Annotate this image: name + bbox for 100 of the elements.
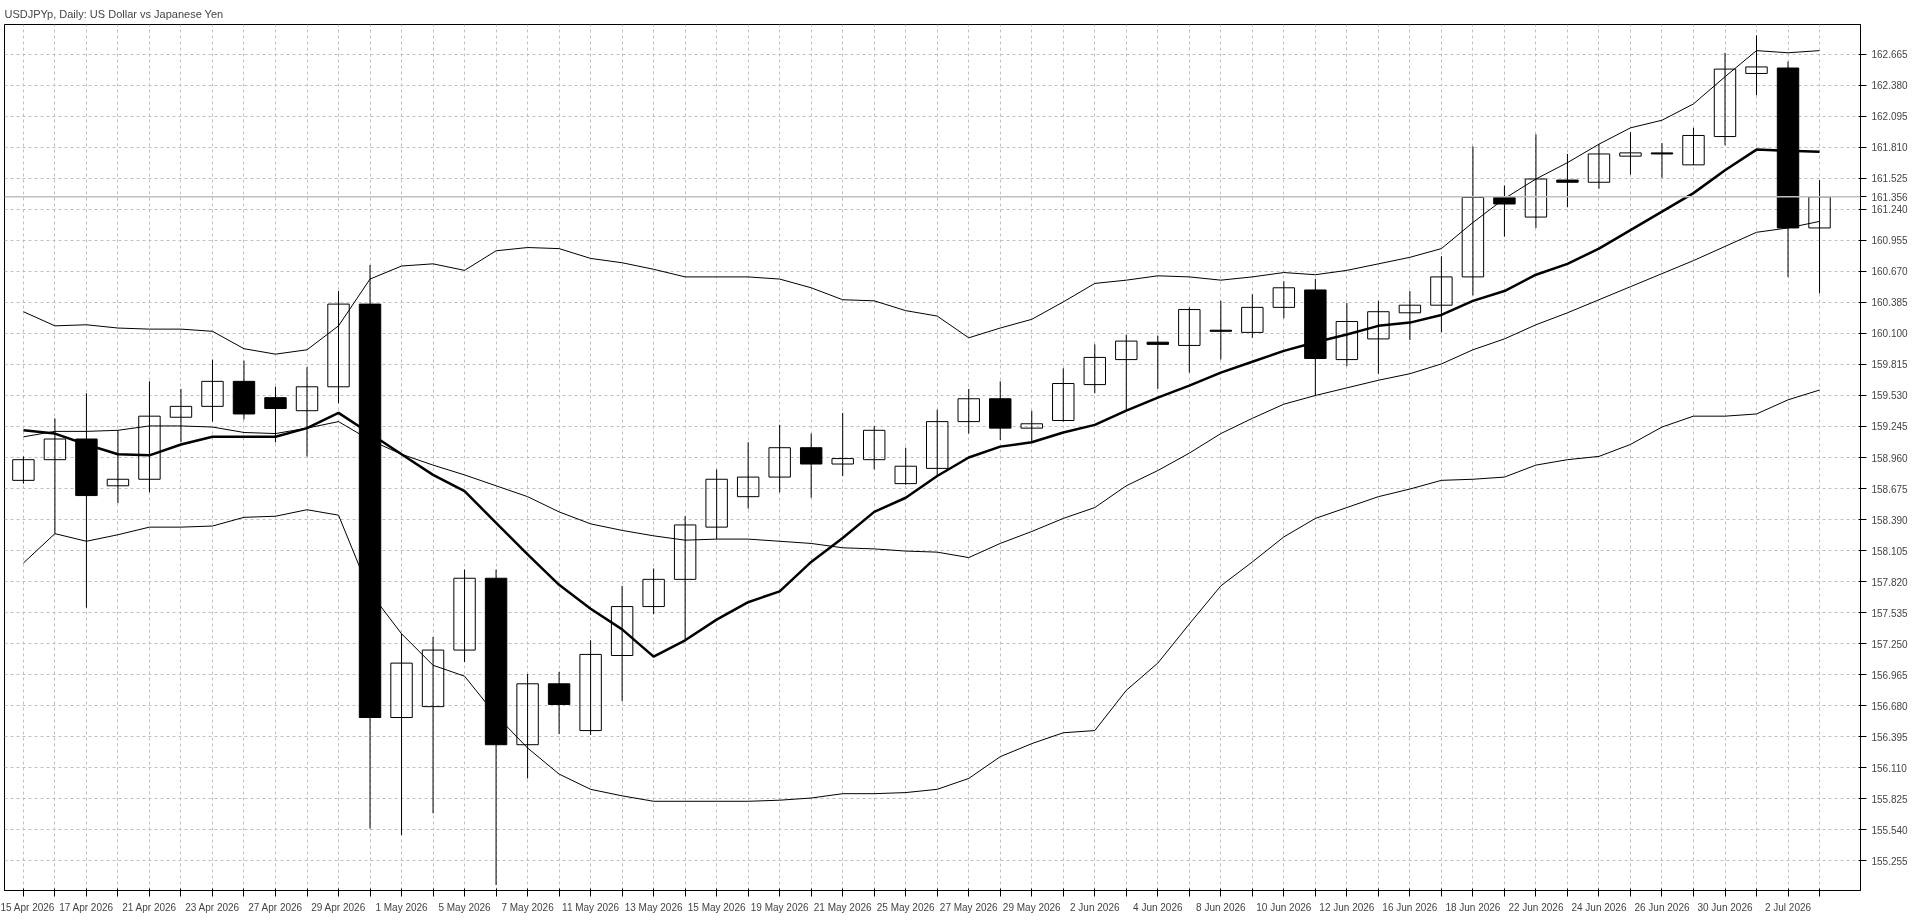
candlestick [1461,145,1485,296]
candlestick [1209,300,1233,361]
x-tick-label: 21 Apr 2026 [122,901,177,913]
candlestick [1619,131,1642,176]
x-tick-label: 12 Jun 2026 [1319,901,1375,913]
y-tick-label: 157.535 [1871,607,1909,619]
x-tick-label: 18 Jun 2026 [1445,901,1501,913]
x-tick-label: 21 May 2026 [813,901,873,913]
candlestick [894,447,917,486]
x-tick-label: 11 May 2026 [562,901,620,913]
y-tick-label: 158.960 [1871,452,1909,464]
y-tick-label: 162.095 [1871,111,1909,123]
x-tick-label: 29 Apr 2026 [311,901,366,913]
candlestick [736,441,760,510]
candlestick [831,412,854,477]
x-tick-label: 17 Apr 2026 [59,901,114,913]
x-tick-label: 8 Jun 2026 [1196,901,1247,913]
y-tick-label: 156.395 [1871,731,1909,743]
x-tick-label: 27 Apr 2026 [248,901,303,913]
x-tick-label: 22 Jun 2026 [1508,901,1564,913]
candlestick [516,673,539,779]
candlestick [957,388,980,435]
candlestick [1241,293,1264,339]
y-tick-label: 158.105 [1871,545,1909,557]
candlestick [106,429,130,504]
chart-title: USDJPYp, Daily: US Dollar vs Japanese Yen [4,7,224,20]
candlestick [43,417,67,535]
candlestick [1178,306,1201,374]
candlestick [799,433,823,499]
x-tick-label: 7 May 2026 [501,901,555,913]
candlestick [264,386,287,443]
y-tick-label: 160.385 [1871,297,1909,309]
y-tick-label: 156.680 [1871,700,1909,712]
x-tick-label: 1 May 2026 [375,901,429,913]
x-tick-label: 19 May 2026 [750,901,810,913]
candlestick [1335,302,1359,367]
candlestick [1556,153,1579,208]
x-tick-label: 23 Apr 2026 [185,901,240,913]
candlestick [705,468,728,540]
y-tick-label: 159.245 [1871,421,1909,433]
y-tick-label: 161.240 [1871,204,1909,216]
candlestick [169,388,193,443]
candlestick [1398,290,1422,341]
x-tick-label: 29 May 2026 [1002,901,1062,913]
x-tick-label: 15 May 2026 [687,901,746,913]
candlestick [201,359,224,423]
candlestick [1367,300,1390,375]
y-tick-label: 160.670 [1871,266,1909,278]
candlestick [1115,334,1138,412]
candlestick [1020,410,1043,443]
candlestick [453,569,476,663]
y-tick-label: 159.530 [1871,390,1909,402]
candlestick [138,380,161,493]
candlestick [1650,142,1674,179]
y-tick-label: 156.965 [1871,669,1909,681]
y-tick-label: 160.955 [1871,235,1909,247]
y-tick-label: 157.820 [1871,576,1909,588]
x-tick-label: 26 Jun 2026 [1634,901,1690,913]
x-tick-label: 25 May 2026 [876,901,936,913]
x-tick-label: 5 May 2026 [438,901,492,913]
x-tick-label: 2 Jun 2026 [1070,901,1120,913]
candlestick [1430,255,1453,333]
candlestick [1146,335,1170,390]
candlestick [547,671,571,735]
candlestick [642,567,665,615]
candlestick [1587,143,1611,190]
ref-line-label: 161.356 [1871,191,1909,203]
candlestick [295,366,319,457]
y-tick-label: 160.100 [1871,328,1909,340]
y-tick-label: 159.815 [1871,359,1909,371]
x-tick-label: 4 Jun 2026 [1133,901,1183,913]
x-tick-label: 15 Apr 2026 [0,901,55,913]
y-tick-label: 161.525 [1871,173,1909,185]
x-tick-label: 27 May 2026 [939,901,999,913]
x-tick-label: 24 Jun 2026 [1571,901,1627,913]
x-tick-label: 2 Jul 2026 [1764,901,1812,913]
x-tick-label: 13 May 2026 [624,901,683,913]
y-tick-label: 162.665 [1871,49,1909,61]
candlestick [1272,280,1296,319]
candlestick [862,425,886,470]
candlestick [1524,133,1548,229]
y-tick-label: 155.540 [1871,824,1909,836]
y-tick-label: 155.255 [1871,855,1909,867]
y-tick-label: 158.390 [1871,514,1909,526]
y-tick-label: 156.110 [1871,762,1908,774]
y-tick-label: 157.250 [1871,638,1909,650]
candlestick [926,409,949,477]
candlestick [1682,127,1705,166]
candlestick [12,455,35,485]
candlestick [768,424,791,493]
candlestick [1083,343,1106,394]
y-tick-label: 161.810 [1871,142,1909,154]
candlestick [579,639,602,736]
x-tick-label: 10 Jun 2026 [1256,901,1312,913]
y-tick-label: 162.380 [1871,80,1909,92]
y-tick-label: 155.825 [1871,793,1909,805]
y-tick-label: 158.675 [1871,483,1909,495]
x-tick-label: 16 Jun 2026 [1382,901,1438,913]
x-tick-label: 30 Jun 2026 [1697,901,1753,913]
candlestick [1052,367,1075,423]
